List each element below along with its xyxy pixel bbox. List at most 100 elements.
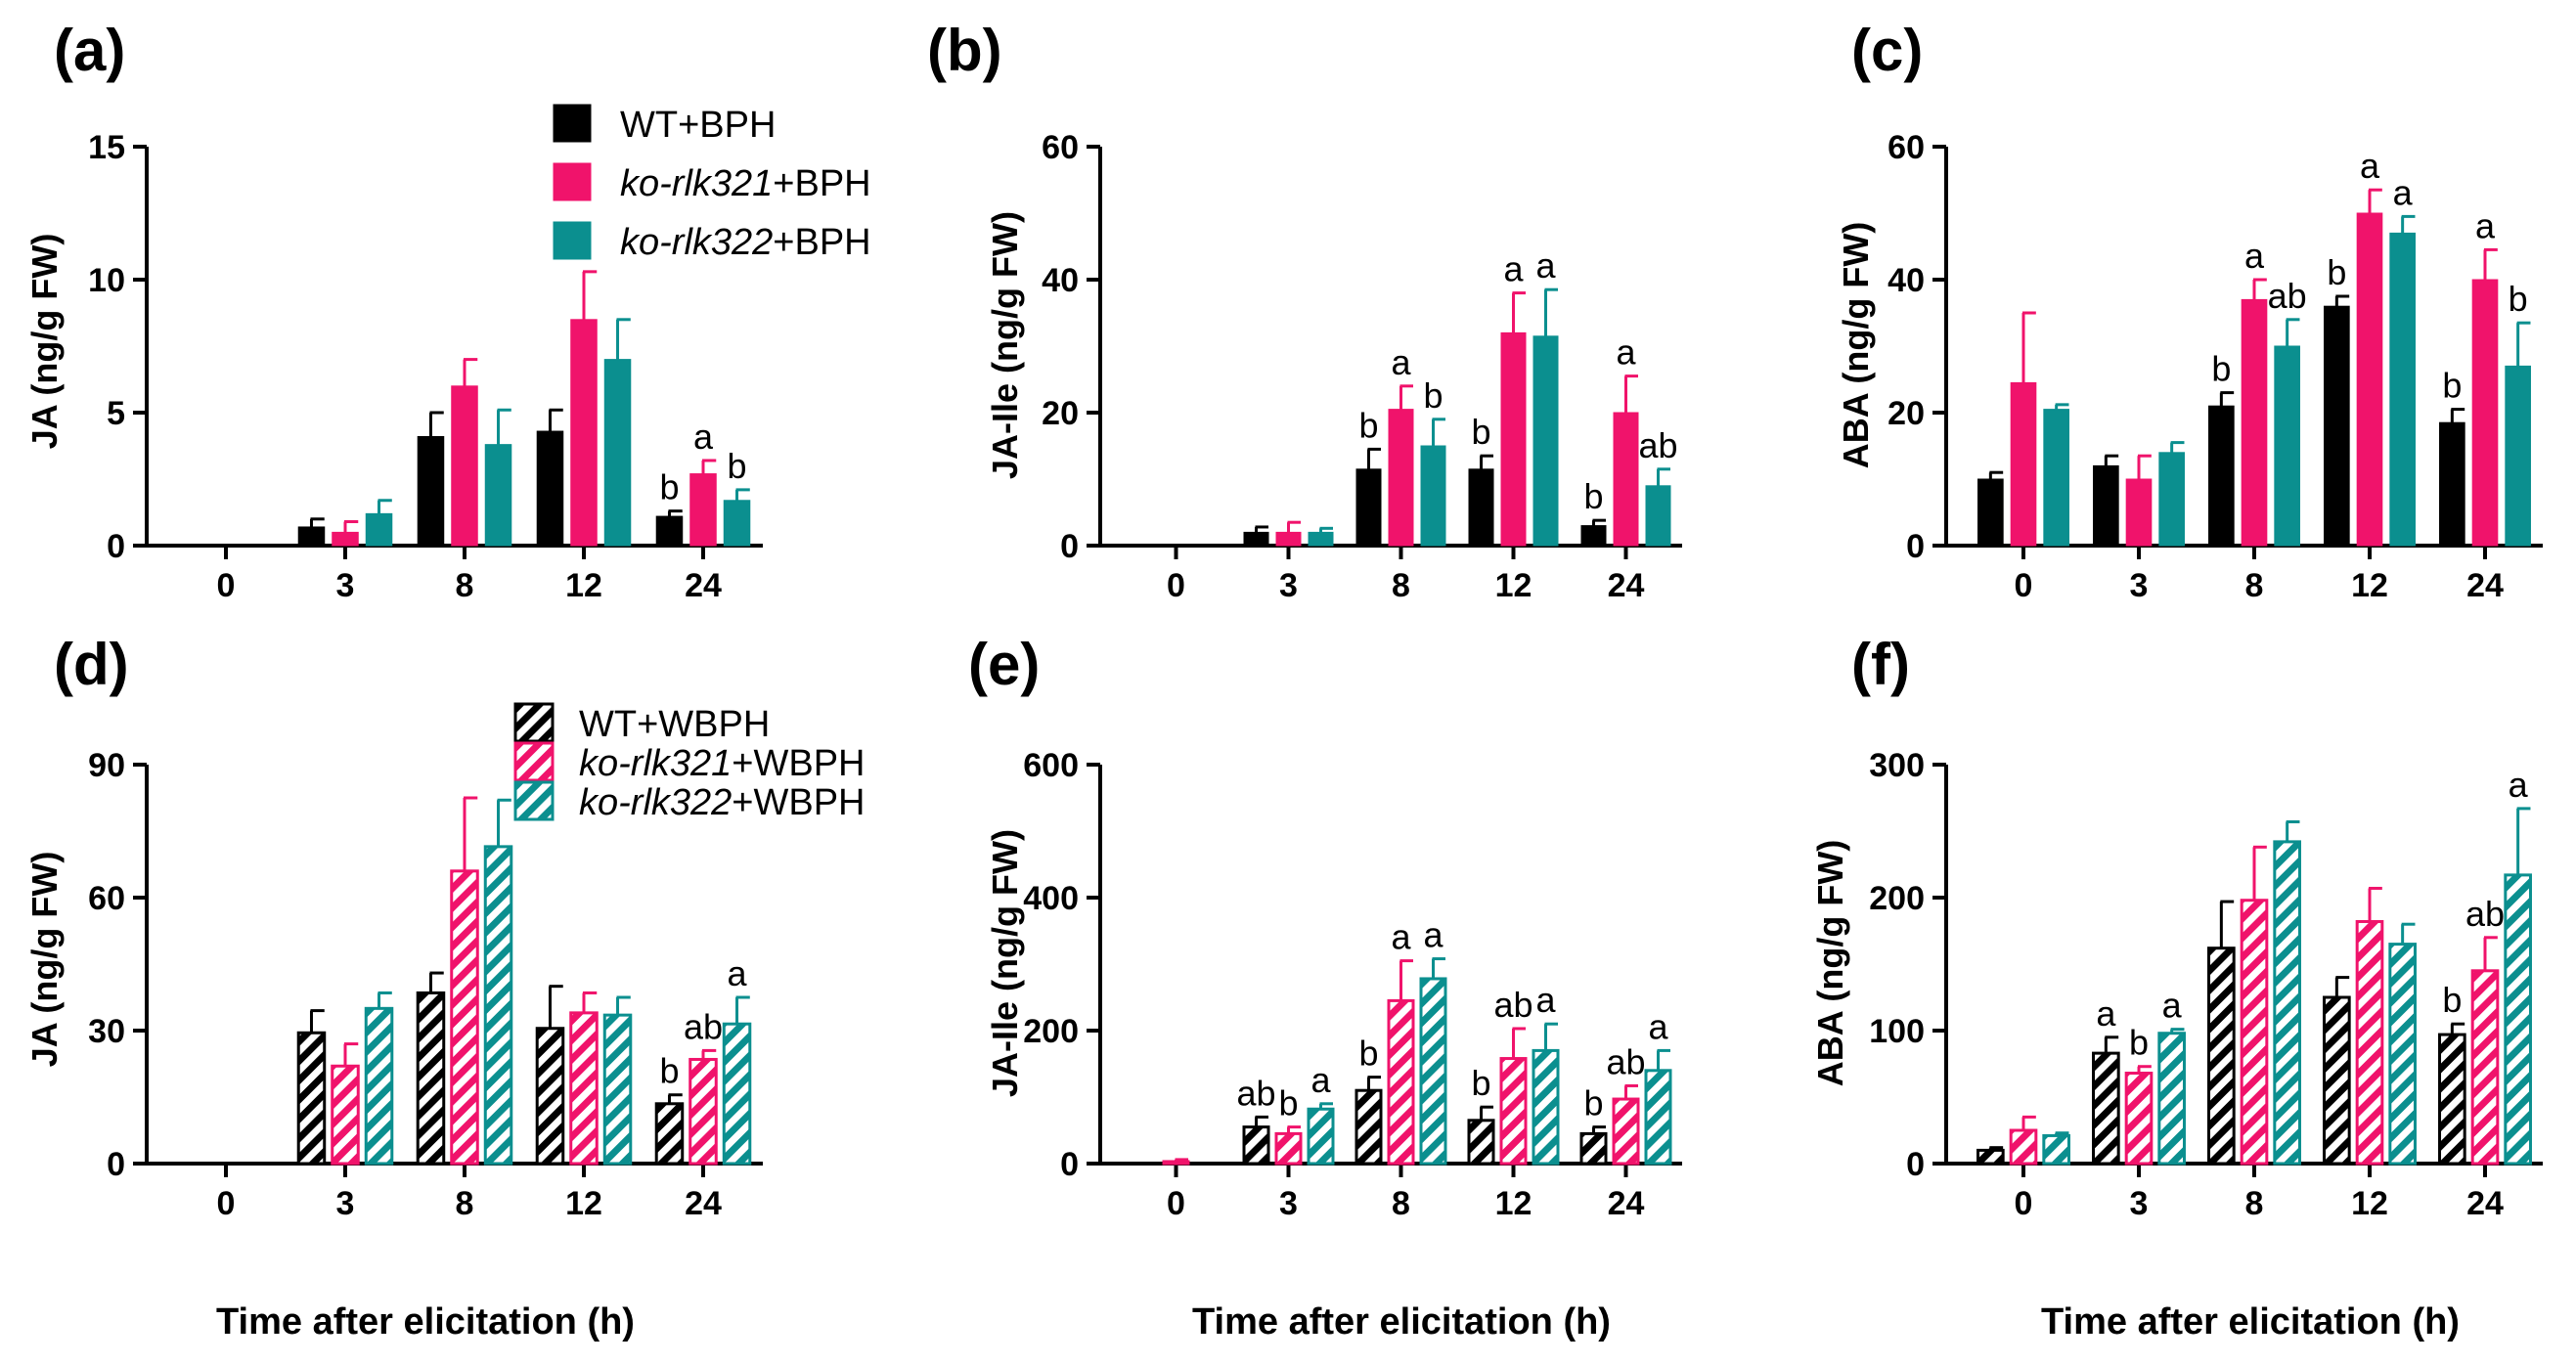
significance-label: a [2244, 236, 2265, 276]
bar [1532, 335, 1559, 547]
y-tick-label: 0 [1906, 1146, 1925, 1183]
legend-swatch-ko322-bph [553, 221, 592, 260]
significance-label: b [2211, 349, 2231, 389]
x-axis-label-f: Time after elicitation (h) [2041, 1301, 2460, 1343]
bar [365, 512, 393, 547]
bar [2324, 305, 2350, 547]
legend-label-ko321-wbph: +WBPH [732, 743, 865, 784]
x-tick-label: 8 [1392, 567, 1410, 604]
bar [297, 526, 326, 547]
bar [2042, 1133, 2070, 1166]
x-tick-label: 24 [685, 567, 722, 604]
x-tick-label: 8 [2245, 1185, 2264, 1222]
significance-label: a [1503, 249, 1524, 289]
x-tick-label: 12 [565, 567, 602, 604]
significance-label: b [1423, 375, 1443, 416]
bar [1274, 1131, 1303, 1166]
significance-label: a [1616, 332, 1636, 373]
legend-item-ko321-wbph: ko-rlk321+WBPH [513, 741, 866, 784]
significance-label: a [728, 953, 748, 993]
significance-label: a [2162, 986, 2183, 1026]
significance-label: ab [2465, 894, 2505, 934]
legend-swatch-ko322-wbph [513, 780, 555, 821]
plot-area-a: 0 5 10 15 0 3 8 12 24 bab [88, 129, 763, 604]
legend-label-wt-bph: WT+BPH [620, 105, 776, 146]
bar [654, 1102, 685, 1166]
y-tick-label: 0 [1060, 1146, 1079, 1183]
significance-label: b [659, 467, 679, 507]
svg-text:WT+WBPH: WT+WBPH [579, 704, 770, 745]
bar [1275, 531, 1302, 547]
bar [1976, 1148, 2005, 1166]
significance-label: ab [1236, 1073, 1275, 1113]
panel-label-a: (a) [54, 18, 125, 83]
x-tick-label: 0 [1167, 567, 1185, 604]
significance-label: a [2509, 765, 2529, 805]
bar [1355, 1088, 1383, 1166]
bar [2240, 899, 2269, 1166]
significance-label: a [1535, 980, 1556, 1020]
svg-text:ko-rlk321+BPH: ko-rlk321+BPH [620, 163, 871, 204]
svg-text:ko-rlk321+WBPH: ko-rlk321+WBPH [579, 743, 866, 784]
y-axis-label-c: ABA (ng/g FW) [1836, 222, 1876, 469]
significance-label: b [2442, 366, 2462, 406]
panel-label-e: (e) [968, 632, 1040, 697]
bar [2010, 381, 2037, 547]
bar [1308, 531, 1334, 547]
legend-swatch-wt-bph [553, 104, 592, 143]
x-axis-label-d: Time after elicitation (h) [216, 1301, 635, 1343]
x-tick-label: 12 [1495, 567, 1532, 604]
x-tick-label: 3 [1279, 567, 1298, 604]
significance-label: a [1391, 917, 1411, 957]
y-tick-label: 0 [1906, 528, 1925, 565]
bar [688, 1057, 718, 1166]
y-axis-label-e: JA-Ile (ng/g FW) [985, 829, 1025, 1097]
x-tick-label: 12 [2351, 567, 2388, 604]
y-tick-label: 60 [1888, 129, 1925, 166]
legend-label-wt-wbph: WT+WBPH [579, 704, 770, 745]
y-tick-label: 10 [88, 262, 125, 299]
panel-label-f: (f) [1851, 632, 1910, 697]
bar [1420, 445, 1446, 547]
bar [1644, 1069, 1672, 1166]
bar [1419, 977, 1447, 1166]
bar [2208, 405, 2235, 547]
bar [535, 1027, 565, 1166]
legend-item-wt-wbph: WT+WBPH [513, 702, 770, 745]
bar [1613, 412, 1639, 547]
y-tick-label: 100 [1869, 1013, 1925, 1050]
bar [2124, 1072, 2154, 1166]
panel-f: (f) ABA (ng/g FW) Time after elicitation… [1810, 632, 2543, 1343]
x-tick-label: 3 [336, 567, 355, 604]
y-tick-label: 90 [88, 747, 125, 784]
legend-item-ko322-wbph: ko-rlk322+WBPH [513, 780, 866, 823]
legend-label-ko322-wbph: +WBPH [732, 782, 865, 823]
significance-label: ab [2268, 276, 2307, 316]
y-tick-label: 15 [88, 129, 125, 166]
significance-label: a [2393, 172, 2414, 212]
x-tick-label: 24 [2466, 1185, 2504, 1222]
bar [296, 1031, 327, 1166]
bar [2388, 943, 2417, 1166]
significance-label: a [1391, 342, 1411, 382]
bar [1355, 468, 1382, 547]
bar [416, 991, 446, 1166]
x-tick-label: 8 [456, 567, 474, 604]
y-axis-label-d: JA (ng/g FW) [24, 852, 65, 1068]
bar [1612, 1097, 1640, 1166]
bar [1162, 1160, 1190, 1166]
bar [1467, 1119, 1495, 1166]
bar [2093, 464, 2119, 547]
bar [536, 430, 564, 547]
bar [1307, 1107, 1335, 1166]
significance-label: b [659, 1051, 679, 1091]
bar [689, 473, 717, 547]
x-tick-label: 0 [217, 1185, 236, 1222]
x-tick-label: 24 [1608, 1185, 1645, 1222]
bar [1388, 409, 1414, 547]
legend-label-ko321-bph: +BPH [773, 163, 870, 204]
y-tick-label: 40 [1888, 262, 1925, 299]
